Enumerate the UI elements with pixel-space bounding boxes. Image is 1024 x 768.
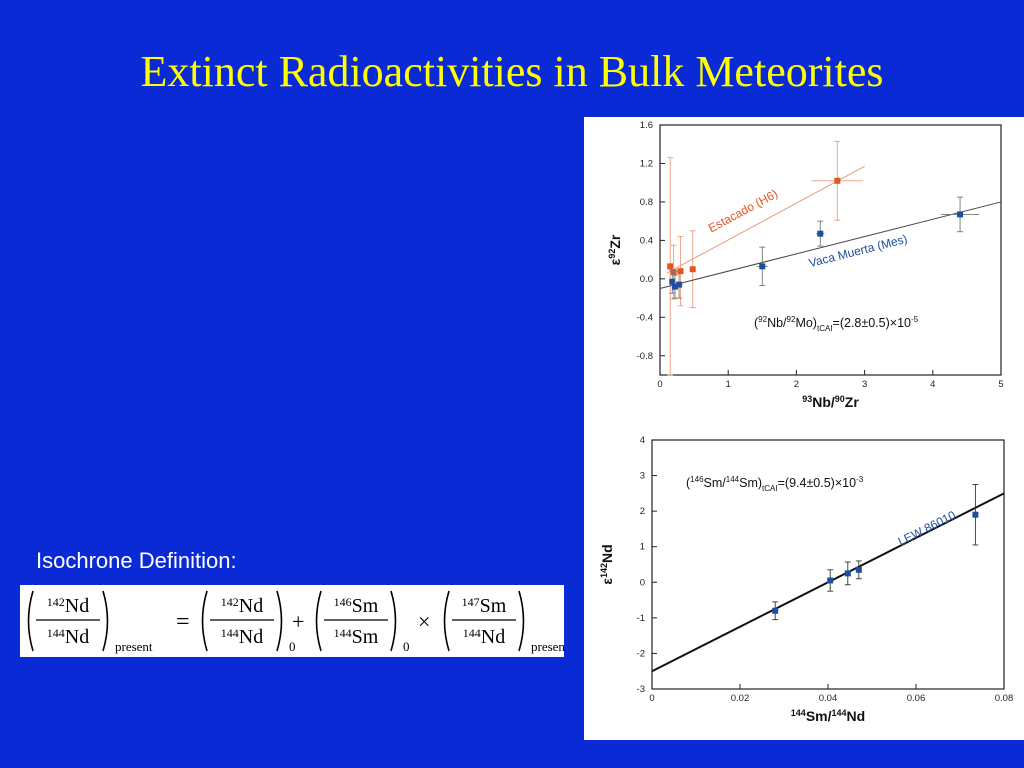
initial-ratio-term-subscript: 0 [289,639,296,654]
paren-open [315,590,322,652]
lhs-term-numerator: 142Nd [47,595,89,617]
data-point [957,211,964,218]
y-tick-label: -3 [637,684,645,695]
initial-ratio-term-denominator: 144Nd [221,626,263,648]
x-tick-label: 0 [649,693,654,704]
sm-ratio-term-numerator: 146Sm [334,595,379,617]
plot-frame [659,124,1002,376]
x-tick-label: 5 [998,379,1003,390]
y-tick-label: 0.8 [640,197,653,208]
y-tick-label: 3 [640,471,645,482]
series-label: LEW 86010 [896,508,959,549]
figure-panel: 0 1 2 3 4 5 1.6 1.2 0.8 0.4 0.0 -0.4 -0.8 93Nb/90Zr ε9… [584,117,1024,740]
x-tick-label: 1 [726,379,731,390]
x-tick-label: 2 [794,379,799,390]
data-point [972,511,979,518]
data-point [669,278,676,285]
isochrone-definition-label: Isochrone Definition: [36,548,237,573]
y-tick-label: 2 [640,506,645,517]
data-point [844,570,851,577]
decay-ratio-annotation: (146Sm/144Sm)tCAI=(9.4±0.5)×10-3 [686,475,864,493]
chart-sm-nd-isochron: 0 0.02 0.04 0.06 0.08 4 3 2 1 0 -1 -2 -3 144Sm/144Nd ε… [599,435,1013,724]
y-tick-label: 0.0 [640,274,653,285]
x-tick-label: 0.06 [907,693,926,704]
chart-nb-zr-isochron: 0 1 2 3 4 5 1.6 1.2 0.8 0.4 0.0 -0.4 -0.8 93Nb/90Zr ε9… [607,120,1004,410]
data-point [667,263,674,270]
data-point [689,266,696,273]
x-tick-label: 0.02 [731,693,750,704]
times-sign: × [418,609,430,634]
paren-open [443,590,450,652]
data-point [676,281,683,288]
data-point [670,269,677,276]
data-point [672,283,679,290]
data-point [817,230,824,237]
x-axis-label: 144Sm/144Nd [791,708,865,724]
y-axis-label: ε142Nd [599,544,615,584]
paren-close [518,590,525,652]
y-tick-label: 0 [640,577,645,588]
equals-sign: = [176,609,190,635]
initial-ratio-term-numerator: 142Nd [221,595,263,617]
x-tick-label: 3 [862,379,867,390]
sm-ratio-term-subscript: 0 [403,639,410,654]
paren-close [102,590,109,652]
y-tick-label: -2 [637,648,645,659]
present-ratio-term-denominator: 144Nd [463,626,505,648]
plus-sign: + [292,609,304,634]
data-point [855,566,862,573]
isochron-line [666,165,865,274]
data-point [759,263,766,270]
data-point [827,577,834,584]
y-axis-label: ε92Zr [607,234,623,265]
y-tick-label: 1 [640,542,645,553]
data-point [834,177,841,184]
series-label: Estacado (H6) [706,187,780,236]
series-label: Vaca Muerta (Mes) [807,232,908,270]
paren-open [201,590,208,652]
x-tick-label: 0.08 [995,693,1014,704]
y-tick-label: -0.8 [637,351,653,362]
paren-open [27,590,34,652]
paren-close [276,590,283,652]
isochron-line [659,201,1002,289]
sm-ratio-term-denominator: 144Sm [334,626,379,648]
x-tick-label: 0.04 [819,693,838,704]
data-point [772,607,779,614]
lhs-term-subscript: present [115,639,153,654]
y-tick-label: 1.6 [640,120,653,131]
y-tick-label: -0.4 [637,312,653,323]
paren-close [390,590,397,652]
y-tick-label: 0.4 [640,235,653,246]
decay-ratio-annotation: (92Nb/92Mo)tCAI=(2.8±0.5)×10-5 [754,315,919,333]
lhs-term-denominator: 144Nd [47,626,89,648]
y-tick-label: -1 [637,613,645,624]
present-ratio-term-subscript: present [531,639,564,654]
x-axis-label: 93Nb/90Zr [802,394,859,410]
y-tick-label: 4 [640,435,645,446]
isochron-figures: 0 1 2 3 4 5 1.6 1.2 0.8 0.4 0.0 -0.4 -0.8 93Nb/90Zr ε9… [599,120,1013,724]
isochrone-equation: 142Nd 144Nd present = 142Nd 144Nd 0 +146Sm 144Sm… [20,585,569,657]
y-tick-label: 1.2 [640,158,653,169]
x-tick-label: 4 [930,379,935,390]
present-ratio-term-numerator: 147Sm [462,595,507,617]
slide-title: Extinct Radioactivities in Bulk Meteorit… [140,47,884,96]
x-tick-label: 0 [657,379,662,390]
